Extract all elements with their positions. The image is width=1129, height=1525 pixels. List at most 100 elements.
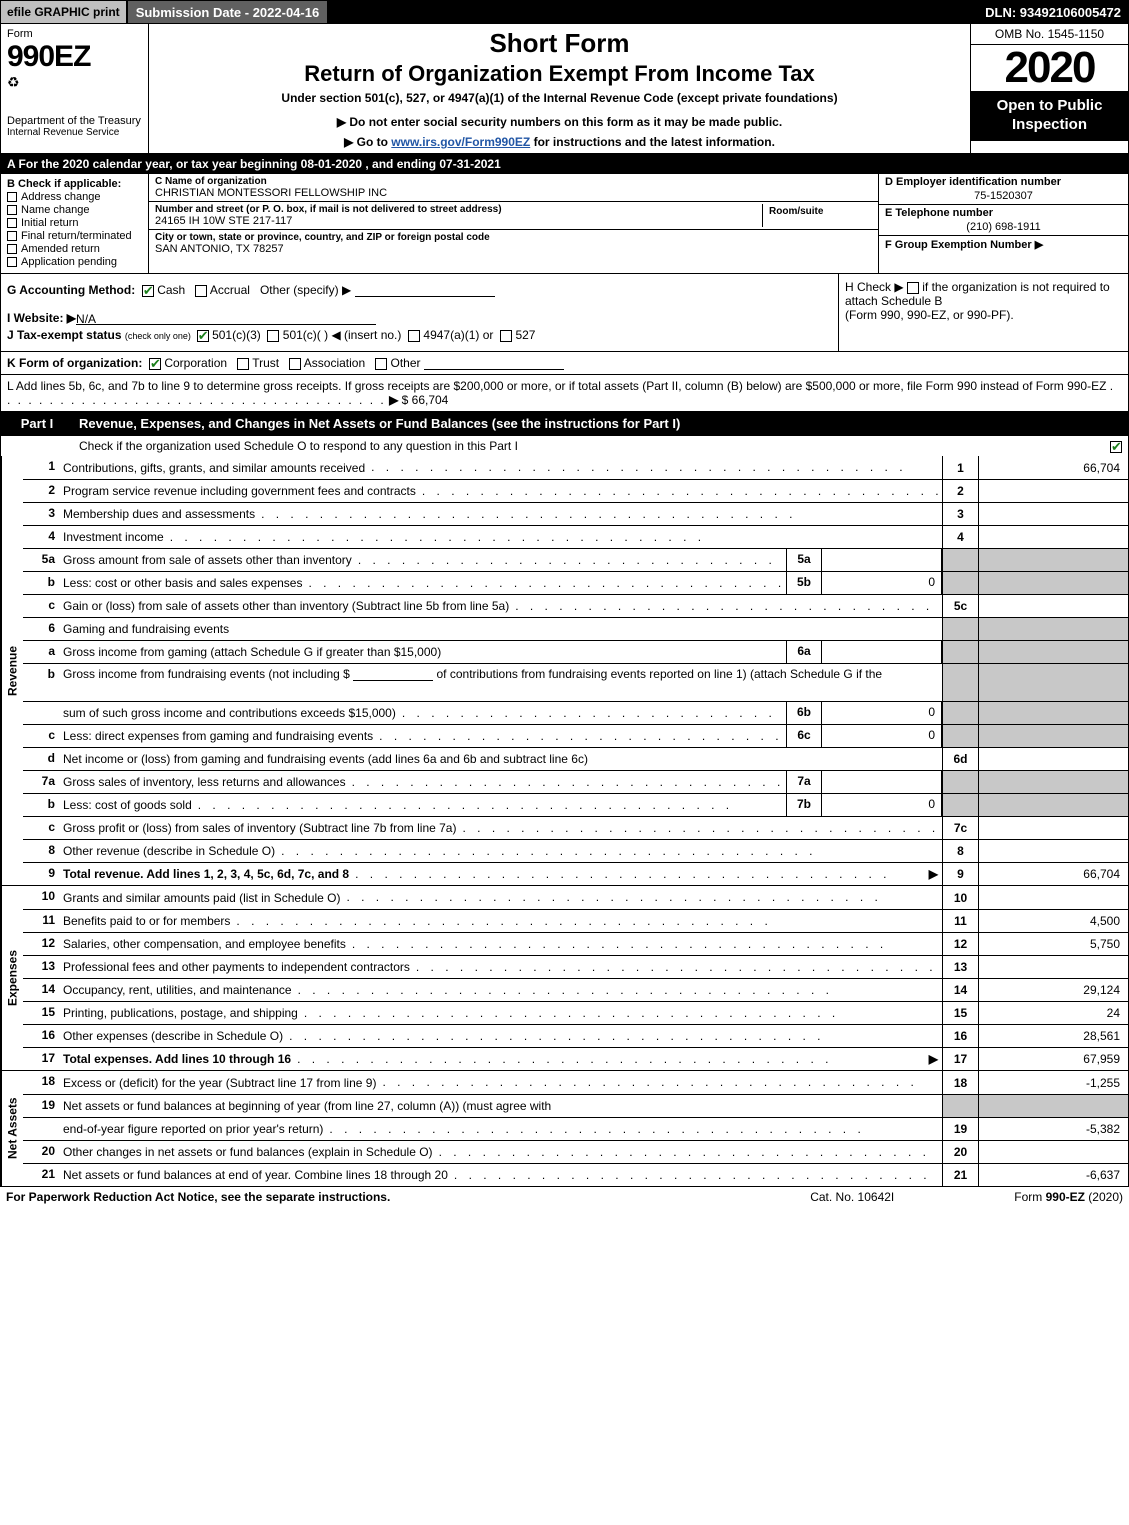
r15-desc: Printing, publications, postage, and shi… bbox=[63, 1006, 298, 1020]
part-1-bar: Part I Revenue, Expenses, and Changes in… bbox=[0, 412, 1129, 436]
r7c-rn: 7c bbox=[942, 817, 978, 839]
g-accrual: Accrual bbox=[210, 283, 250, 297]
checkbox-schedule-o[interactable] bbox=[1110, 441, 1122, 453]
checkbox-address-change[interactable] bbox=[7, 192, 17, 202]
row-5a: 5a Gross amount from sale of assets othe… bbox=[23, 548, 1128, 571]
checkbox-initial-return[interactable] bbox=[7, 218, 17, 228]
r20-desc: Other changes in net assets or fund bala… bbox=[63, 1145, 433, 1159]
r7a-il: 7a bbox=[786, 771, 822, 793]
fundraising-amount-field[interactable] bbox=[353, 668, 433, 681]
r5a-rn bbox=[942, 549, 978, 571]
r12-rv: 5,750 bbox=[978, 933, 1128, 955]
footer-right-bold: 990-EZ bbox=[1046, 1190, 1085, 1204]
r3-rv bbox=[978, 503, 1128, 525]
b-pending: Application pending bbox=[21, 256, 117, 268]
j-o1: 501(c)(3) bbox=[212, 328, 261, 342]
checkbox-cash[interactable] bbox=[142, 285, 154, 297]
r6b-il: 6b bbox=[786, 702, 822, 724]
vtab-net-assets: Net Assets bbox=[1, 1071, 23, 1186]
checkbox-amended[interactable] bbox=[7, 244, 17, 254]
r6b-num: b bbox=[23, 664, 59, 701]
checkbox-name-change[interactable] bbox=[7, 205, 17, 215]
r6a-num: a bbox=[23, 641, 59, 663]
r9-rn: 9 bbox=[942, 863, 978, 885]
part-1-label: Part I bbox=[1, 412, 73, 435]
submission-date-label: Submission Date - 2022-04-16 bbox=[127, 0, 329, 24]
checkbox-527[interactable] bbox=[500, 330, 512, 342]
checkbox-trust[interactable] bbox=[237, 358, 249, 370]
r5a-iv bbox=[822, 549, 942, 571]
r6d-desc: Net income or (loss) from gaming and fun… bbox=[63, 752, 588, 766]
r5b-il: 5b bbox=[786, 572, 822, 594]
irs-link[interactable]: www.irs.gov/Form990EZ bbox=[391, 135, 530, 149]
other-specify-field[interactable] bbox=[355, 284, 495, 297]
l-text: L Add lines 5b, 6c, and 7b to line 9 to … bbox=[7, 379, 1106, 393]
section-c: C Name of organization CHRISTIAN MONTESS… bbox=[149, 174, 878, 273]
r5a-il: 5a bbox=[786, 549, 822, 571]
r6a-iv bbox=[822, 641, 942, 663]
row-3: 3 Membership dues and assessments . . . … bbox=[23, 502, 1128, 525]
row-5b: b Less: cost or other basis and sales ex… bbox=[23, 571, 1128, 594]
checkbox-assoc[interactable] bbox=[289, 358, 301, 370]
checkbox-h[interactable] bbox=[907, 282, 919, 294]
r12-desc: Salaries, other compensation, and employ… bbox=[63, 937, 346, 951]
r3-rn: 3 bbox=[942, 503, 978, 525]
d-label: D Employer identification number bbox=[885, 176, 1122, 188]
checkbox-corp[interactable] bbox=[149, 358, 161, 370]
r16-num: 16 bbox=[23, 1025, 59, 1047]
vtab-revenue: Revenue bbox=[1, 456, 23, 885]
r12-num: 12 bbox=[23, 933, 59, 955]
r13-desc: Professional fees and other payments to … bbox=[63, 960, 410, 974]
checkbox-4947[interactable] bbox=[408, 330, 420, 342]
r4-num: 4 bbox=[23, 526, 59, 548]
r5c-rv bbox=[978, 595, 1128, 617]
checkbox-accrual[interactable] bbox=[195, 285, 207, 297]
r5b-num: b bbox=[23, 572, 59, 594]
r11-desc: Benefits paid to or for members bbox=[63, 914, 230, 928]
r17-arrow: ▶ bbox=[929, 1052, 938, 1066]
irs-label: Internal Revenue Service bbox=[7, 127, 142, 138]
row-17: 17 Total expenses. Add lines 10 through … bbox=[23, 1047, 1128, 1070]
r9-num: 9 bbox=[23, 863, 59, 885]
r4-desc: Investment income bbox=[63, 530, 164, 544]
r8-num: 8 bbox=[23, 840, 59, 862]
part-1-title: Revenue, Expenses, and Changes in Net As… bbox=[73, 412, 1128, 435]
row-13: 13 Professional fees and other payments … bbox=[23, 955, 1128, 978]
checkbox-501c[interactable] bbox=[267, 330, 279, 342]
city-value: SAN ANTONIO, TX 78257 bbox=[155, 243, 872, 255]
r7a-num: 7a bbox=[23, 771, 59, 793]
checkbox-other-org[interactable] bbox=[375, 358, 387, 370]
r17-num: 17 bbox=[23, 1048, 59, 1070]
efile-print-button[interactable]: efile GRAPHIC print bbox=[0, 0, 127, 24]
r14-desc: Occupancy, rent, utilities, and maintena… bbox=[63, 983, 292, 997]
r1-rv: 66,704 bbox=[978, 456, 1128, 479]
sub3-pre: ▶ Go to bbox=[344, 135, 391, 149]
r1-num: 1 bbox=[23, 456, 59, 479]
r6c-rv bbox=[978, 725, 1128, 747]
section-def: D Employer identification number 75-1520… bbox=[878, 174, 1128, 273]
r7b-desc: Less: cost of goods sold bbox=[63, 798, 192, 812]
r15-num: 15 bbox=[23, 1002, 59, 1024]
r6b-rv-bot bbox=[978, 702, 1128, 724]
other-org-field[interactable] bbox=[424, 357, 564, 370]
r6b-d2: of contributions from fundraising events… bbox=[437, 667, 883, 681]
i-label: I Website: ▶ bbox=[7, 311, 76, 325]
checkbox-501c3[interactable] bbox=[197, 330, 209, 342]
phone-value: (210) 698-1911 bbox=[885, 221, 1122, 233]
r6c-desc: Less: direct expenses from gaming and fu… bbox=[63, 729, 373, 743]
row-4: 4 Investment income . . . . . . . . . . … bbox=[23, 525, 1128, 548]
r8-rn: 8 bbox=[942, 840, 978, 862]
r2-rn: 2 bbox=[942, 480, 978, 502]
r11-num: 11 bbox=[23, 910, 59, 932]
website-field[interactable]: N/A bbox=[76, 312, 376, 325]
row-15: 15 Printing, publications, postage, and … bbox=[23, 1001, 1128, 1024]
r5c-num: c bbox=[23, 595, 59, 617]
checkbox-final-return[interactable] bbox=[7, 231, 17, 241]
r6-rn bbox=[942, 618, 978, 640]
r21-num: 21 bbox=[23, 1164, 59, 1186]
r6c-iv: 0 bbox=[822, 725, 942, 747]
street-value: 24165 IH 10W STE 217-117 bbox=[155, 215, 762, 227]
checkbox-pending[interactable] bbox=[7, 257, 17, 267]
r5c-rn: 5c bbox=[942, 595, 978, 617]
b-final: Final return/terminated bbox=[21, 230, 132, 242]
